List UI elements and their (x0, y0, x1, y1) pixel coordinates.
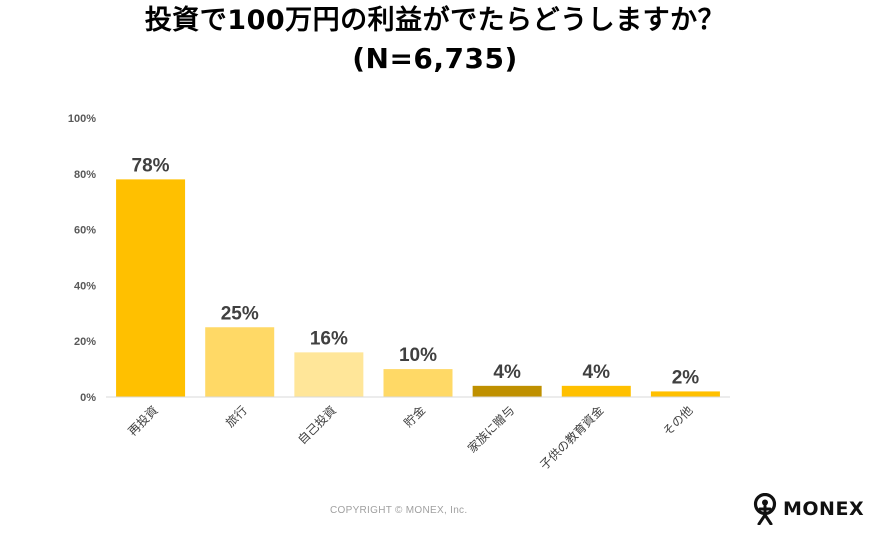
x-tick-label: 自己投資 (294, 403, 339, 448)
bar (472, 385, 542, 397)
x-tick-label: その他 (660, 403, 695, 438)
bar-value-label: 25% (221, 303, 259, 324)
bar (561, 385, 631, 397)
chart-subtitle: (N=6,735) (352, 42, 518, 75)
bar (650, 391, 720, 397)
copyright-text: COPYRIGHT © MONEX, Inc. (330, 505, 468, 516)
x-tick-label: 家族に贈与 (464, 403, 517, 456)
y-tick-label: 80% (74, 169, 96, 181)
bar-value-labels: 78% 25% 16% 10% 4% 4% 2% (132, 155, 700, 388)
chart-title: 投資で100万円の利益がでたらどうしますか？ (144, 5, 726, 36)
y-tick-label: 100% (68, 113, 96, 125)
bar-value-label: 78% (132, 155, 170, 176)
y-tick-label: 20% (74, 336, 96, 348)
bar-value-label: 4% (493, 362, 521, 383)
y-tick-label: 60% (74, 225, 96, 237)
monex-figure-icon (753, 493, 777, 525)
bar-value-label: 4% (583, 362, 611, 383)
x-tick-label: 子供の教育資金 (536, 403, 606, 473)
y-axis-ticks: 0% 20% 40% 60% 80% 100% (68, 113, 96, 404)
x-axis-labels: 再投資 旅行 自己投資 貯金 家族に贈与 子供の教育資金 その他 (125, 403, 696, 473)
bar (383, 369, 453, 397)
y-tick-label: 40% (74, 280, 96, 292)
bar (294, 352, 364, 397)
y-tick-label: 0% (80, 392, 96, 404)
monex-logo: MONEX (752, 492, 864, 526)
bar (205, 327, 275, 397)
logo-text: MONEX (783, 498, 865, 520)
x-tick-label: 貯金 (401, 403, 429, 431)
bars (116, 179, 720, 397)
bar-value-label: 2% (672, 367, 700, 388)
x-tick-label: 再投資 (125, 403, 161, 439)
bar (116, 179, 186, 397)
bar-value-label: 16% (310, 328, 348, 349)
x-tick-label: 旅行 (223, 403, 250, 430)
bar-value-label: 10% (399, 345, 437, 366)
